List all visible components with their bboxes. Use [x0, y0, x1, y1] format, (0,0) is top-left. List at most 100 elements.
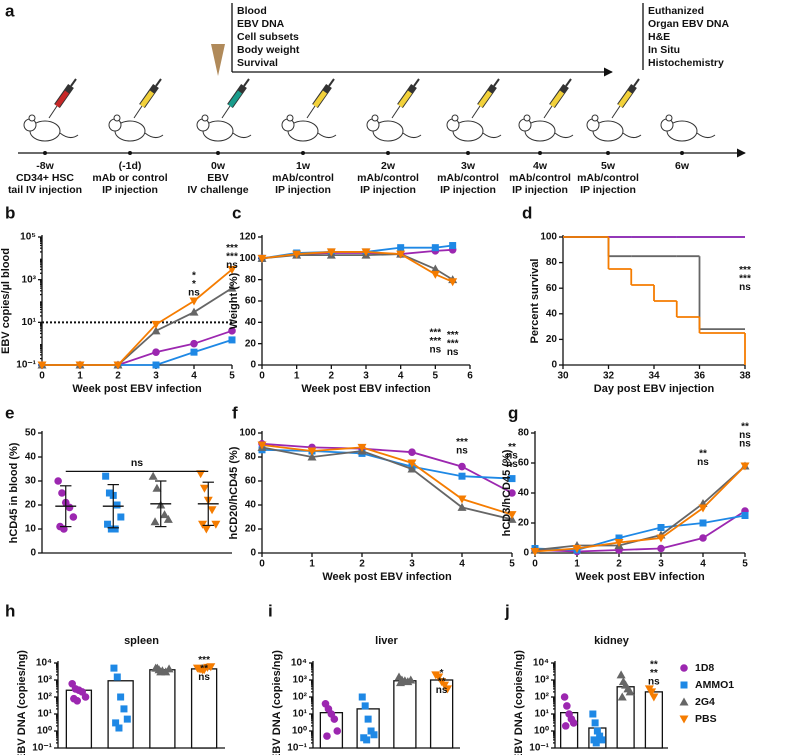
marker: [431, 244, 439, 252]
syringe-fluid: [477, 90, 493, 108]
y-tick-label: 10²: [293, 692, 308, 703]
panel-letter: c: [232, 203, 241, 222]
chart-title: liver: [375, 635, 398, 647]
x-tick-label: 5: [229, 371, 235, 382]
x-tick-label: 2: [329, 371, 335, 382]
marker: [307, 452, 317, 461]
significance: ns: [648, 676, 660, 687]
significance: **: [438, 676, 446, 687]
marker: [560, 693, 569, 701]
marker: [189, 297, 199, 306]
marker: [152, 348, 160, 356]
y-tick-label: 10³: [22, 274, 37, 285]
timeline-dot: [128, 151, 132, 155]
y-tick-label: 0: [30, 548, 36, 559]
marker: [408, 448, 416, 457]
marker: [105, 489, 113, 497]
y-tick-label: 10⁴: [291, 658, 307, 669]
x-tick-label: 0: [532, 559, 538, 570]
syringe-fluid: [312, 90, 328, 108]
marker: [589, 710, 597, 718]
marker: [37, 361, 47, 370]
x-axis-label: Week post EBV infection: [301, 383, 431, 395]
marker: [190, 348, 198, 356]
x-tick-label: 38: [739, 371, 751, 382]
time-label: 6w: [675, 160, 690, 172]
endpoint: In Situ: [648, 44, 680, 56]
syringe-plunger: [243, 78, 250, 87]
significance: ***: [447, 338, 459, 349]
measurement: Body weight: [237, 44, 300, 56]
syringe-plunger: [413, 78, 420, 87]
marker: [657, 544, 665, 553]
significance: ***: [456, 437, 468, 448]
x-tick-label: 3: [409, 559, 415, 570]
marker: [370, 731, 378, 739]
bar: [190, 668, 218, 749]
syringe-fluid: [549, 90, 565, 108]
y-tick-label: 20: [25, 500, 37, 511]
marker: [434, 673, 444, 682]
time-description: mAb/control: [509, 172, 571, 184]
y-axis-label: EBV DNA (copies/ng): [271, 650, 283, 755]
marker: [647, 688, 657, 697]
marker: [307, 447, 317, 456]
panel-letter: d: [522, 203, 532, 222]
marker: [679, 697, 689, 706]
series-line: [534, 465, 746, 553]
significance: **: [508, 442, 516, 453]
x-tick-label: 5: [509, 559, 515, 570]
significance: *: [440, 668, 444, 679]
y-tick-label: 10¹: [22, 317, 37, 328]
x-tick-label: 4: [398, 371, 404, 382]
marker: [198, 520, 208, 529]
time-description: IP injection: [512, 184, 568, 196]
y-tick-label: 10⁴: [533, 658, 549, 669]
mouse-ear: [201, 114, 209, 122]
marker: [120, 705, 128, 713]
time-description: tail IV injection: [8, 184, 82, 196]
y-tick-label: 10³: [38, 675, 53, 686]
marker: [150, 517, 160, 526]
time-description: mAb/control: [357, 172, 419, 184]
marker: [598, 736, 606, 744]
time-label: 5w: [601, 160, 616, 172]
y-axis-label: EBV copies/µl blood: [0, 248, 12, 354]
y-tick-label: 10⁰: [534, 726, 549, 737]
x-tick-label: 36: [694, 371, 706, 382]
y-axis-label: Percent survival: [529, 259, 541, 344]
syringe-needle: [306, 105, 316, 119]
measurement: Blood: [237, 5, 267, 17]
significance: **: [650, 668, 658, 679]
marker: [617, 692, 627, 701]
marker: [458, 472, 466, 480]
marker: [530, 548, 540, 556]
x-tick-label: 4: [191, 371, 197, 382]
y-tick-label: 10³: [293, 675, 308, 686]
x-tick-label: 3: [658, 559, 664, 570]
y-tick-label: 60: [518, 458, 530, 469]
mouse-tail: [622, 132, 642, 139]
x-tick-label: 30: [557, 371, 569, 382]
significance: ns: [506, 459, 518, 470]
marker: [699, 519, 707, 527]
marker: [396, 250, 406, 259]
x-tick-label: 5: [433, 371, 439, 382]
mouse-tail: [144, 132, 164, 139]
syringe-needle: [543, 105, 553, 119]
significance: ***: [429, 336, 441, 347]
marker: [227, 283, 237, 292]
series-line: [261, 442, 513, 494]
y-tick-label: 10⁴: [36, 658, 52, 669]
x-axis-label: Week post EBV infection: [72, 383, 202, 395]
marker: [443, 685, 453, 694]
marker: [592, 739, 600, 747]
mouse-tail: [482, 132, 502, 139]
time-description: EBV: [207, 172, 229, 184]
syringe-fluid: [227, 90, 243, 108]
marker: [367, 727, 375, 735]
marker: [112, 719, 120, 727]
timeline-dot: [606, 151, 610, 155]
panel-letter: e: [5, 403, 14, 422]
y-tick-label: 50: [25, 428, 37, 439]
